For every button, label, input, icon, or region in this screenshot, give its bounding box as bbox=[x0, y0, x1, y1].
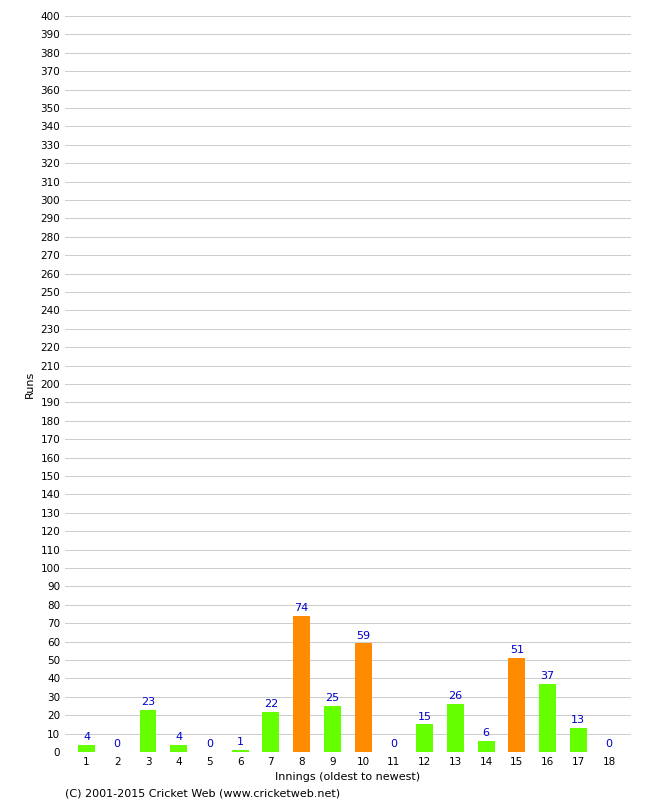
Text: 59: 59 bbox=[356, 630, 370, 641]
Bar bbox=[78, 745, 95, 752]
Text: 15: 15 bbox=[417, 712, 432, 722]
Text: 0: 0 bbox=[114, 739, 121, 750]
Bar bbox=[478, 741, 495, 752]
Text: 4: 4 bbox=[175, 732, 182, 742]
Text: 23: 23 bbox=[141, 697, 155, 707]
Bar bbox=[324, 706, 341, 752]
Bar bbox=[140, 710, 157, 752]
Text: 0: 0 bbox=[606, 739, 612, 750]
Text: 26: 26 bbox=[448, 691, 462, 702]
Text: 25: 25 bbox=[325, 694, 339, 703]
Bar bbox=[293, 616, 310, 752]
Y-axis label: Runs: Runs bbox=[25, 370, 35, 398]
Text: (C) 2001-2015 Cricket Web (www.cricketweb.net): (C) 2001-2015 Cricket Web (www.cricketwe… bbox=[65, 788, 340, 798]
Text: 4: 4 bbox=[83, 732, 90, 742]
Bar bbox=[263, 711, 280, 752]
X-axis label: Innings (oldest to newest): Innings (oldest to newest) bbox=[275, 773, 421, 782]
Text: 51: 51 bbox=[510, 646, 524, 655]
Bar bbox=[508, 658, 525, 752]
Text: 37: 37 bbox=[540, 671, 554, 681]
Text: 1: 1 bbox=[237, 738, 244, 747]
Text: 74: 74 bbox=[294, 603, 309, 613]
Bar bbox=[170, 745, 187, 752]
Bar bbox=[416, 725, 433, 752]
Bar bbox=[232, 750, 249, 752]
Text: 13: 13 bbox=[571, 715, 585, 726]
Text: 22: 22 bbox=[264, 698, 278, 709]
Text: 6: 6 bbox=[482, 728, 489, 738]
Bar bbox=[539, 684, 556, 752]
Text: 0: 0 bbox=[391, 739, 397, 750]
Bar bbox=[570, 728, 587, 752]
Text: 0: 0 bbox=[206, 739, 213, 750]
Bar bbox=[447, 704, 463, 752]
Bar bbox=[355, 643, 372, 752]
